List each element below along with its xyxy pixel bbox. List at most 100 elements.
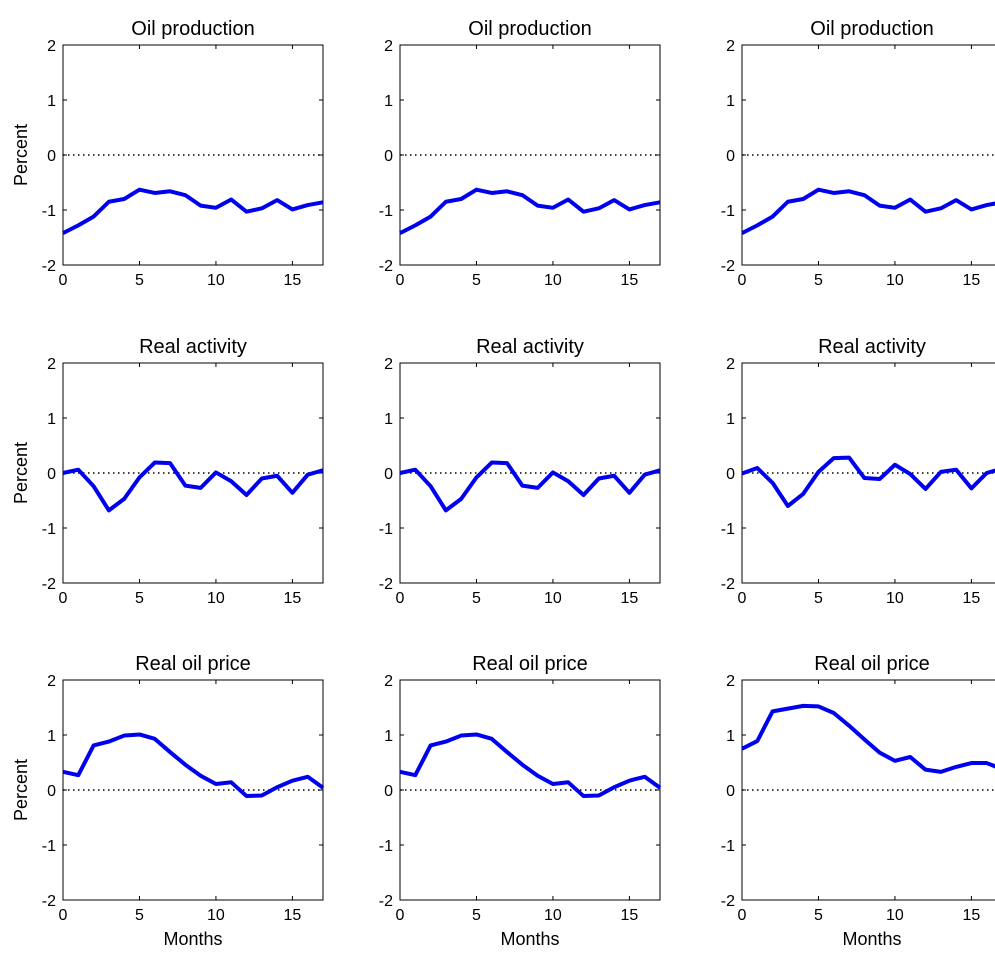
y-tick-label: 2 xyxy=(47,38,56,55)
y-tick-label: -2 xyxy=(379,576,393,593)
y-tick-label: 2 xyxy=(47,673,56,690)
panel-title: Real activity xyxy=(139,336,247,358)
panel-3-3: Real oil price -2 -1 0 1 2 0 5 10 15 Months xyxy=(721,653,995,949)
x-tick-label: 5 xyxy=(135,907,144,924)
y-tick-label: 1 xyxy=(726,411,735,428)
series-line xyxy=(399,732,662,799)
y-tick-label: -1 xyxy=(42,838,56,855)
y-tick-label: -1 xyxy=(721,521,735,538)
y-axis-label: Percent xyxy=(11,442,31,504)
y-axis-label: Percent xyxy=(11,124,31,186)
y-tick-label: -1 xyxy=(379,838,393,855)
x-tick-label: 5 xyxy=(135,272,144,289)
panel-1-1: Oil production -2 -1 0 1 2 0 5 10 15 Percent xyxy=(11,18,324,289)
x-tick-label: 0 xyxy=(738,590,747,607)
x-tick-label: 5 xyxy=(472,907,481,924)
y-tick-label: 1 xyxy=(384,411,393,428)
panel-title: Oil production xyxy=(810,18,933,40)
x-tick-label: 10 xyxy=(886,590,904,607)
x-tick-label: 10 xyxy=(886,272,904,289)
panel-title: Oil production xyxy=(131,18,254,40)
y-tick-label: -1 xyxy=(379,521,393,538)
y-tick-label: 2 xyxy=(726,356,735,373)
series-line xyxy=(62,460,324,513)
y-tick-label: 0 xyxy=(47,783,56,800)
panel-title: Real activity xyxy=(476,336,584,358)
x-tick-label: 15 xyxy=(963,907,981,924)
y-axis-label: Percent xyxy=(11,759,31,821)
panel-1-3: Oil production -2 -1 0 1 2 0 5 10 15 xyxy=(721,18,995,289)
panel-title: Real oil price xyxy=(472,653,588,675)
x-tick-label: 15 xyxy=(621,590,639,607)
y-tick-label: 2 xyxy=(726,38,735,55)
series-line xyxy=(62,732,325,799)
y-tick-label: 2 xyxy=(47,356,56,373)
y-tick-label: 1 xyxy=(47,728,56,745)
panel-3-2: Real oil price -2 -1 0 1 2 0 5 10 15 Months xyxy=(379,653,662,949)
x-tick-label: 0 xyxy=(59,272,68,289)
y-tick-label: -2 xyxy=(42,893,56,910)
series-line xyxy=(741,187,995,235)
x-tick-label: 10 xyxy=(207,907,225,924)
y-tick-label: -1 xyxy=(379,203,393,220)
x-axis-label: Months xyxy=(842,929,901,949)
x-tick-label: 0 xyxy=(396,272,405,289)
y-tick-label: 0 xyxy=(726,466,735,483)
y-tick-label: 1 xyxy=(726,93,735,110)
y-tick-label: 0 xyxy=(47,466,56,483)
x-tick-label: 15 xyxy=(963,590,981,607)
x-tick-label: 15 xyxy=(963,272,981,289)
y-tick-label: 1 xyxy=(47,93,56,110)
y-tick-label: -1 xyxy=(721,203,735,220)
y-tick-label: -2 xyxy=(379,258,393,275)
y-tick-label: 0 xyxy=(384,783,393,800)
x-tick-label: 15 xyxy=(284,907,302,924)
x-axis-label: Months xyxy=(500,929,559,949)
x-tick-label: 0 xyxy=(738,907,747,924)
x-tick-label: 0 xyxy=(59,590,68,607)
x-tick-label: 10 xyxy=(886,907,904,924)
x-tick-label: 10 xyxy=(207,272,225,289)
series-line xyxy=(741,455,995,508)
x-tick-label: 15 xyxy=(284,590,302,607)
x-tick-label: 5 xyxy=(472,590,481,607)
panel-title: Real activity xyxy=(818,336,926,358)
x-tick-label: 10 xyxy=(544,590,562,607)
y-tick-label: 1 xyxy=(384,93,393,110)
y-tick-label: 2 xyxy=(726,673,735,690)
x-tick-label: 0 xyxy=(738,272,747,289)
y-tick-label: -2 xyxy=(42,258,56,275)
panel-1-2: Oil production -2 -1 0 1 2 0 5 10 15 xyxy=(379,18,661,289)
panel-2-1: Real activity -2 -1 0 1 2 0 5 10 15 Percent xyxy=(11,336,324,607)
x-tick-label: 0 xyxy=(396,590,405,607)
x-tick-label: 0 xyxy=(396,907,405,924)
series-line xyxy=(399,460,661,513)
y-tick-label: -2 xyxy=(42,576,56,593)
x-tick-label: 10 xyxy=(544,272,562,289)
x-tick-label: 5 xyxy=(814,272,823,289)
panel-title: Real oil price xyxy=(814,653,930,675)
y-tick-label: 2 xyxy=(384,356,393,373)
y-tick-label: -2 xyxy=(721,893,735,910)
x-tick-label: 10 xyxy=(544,907,562,924)
series-line xyxy=(399,187,661,235)
y-tick-label: 0 xyxy=(726,783,735,800)
x-tick-label: 5 xyxy=(135,590,144,607)
x-tick-label: 5 xyxy=(814,907,823,924)
panel-2-3: Real activity -2 -1 0 1 2 0 5 10 15 xyxy=(721,336,995,607)
y-tick-label: 1 xyxy=(384,728,393,745)
series-line xyxy=(741,703,995,774)
x-tick-label: 10 xyxy=(207,590,225,607)
x-tick-label: 5 xyxy=(472,272,481,289)
x-tick-label: 15 xyxy=(621,272,639,289)
series-line xyxy=(62,187,324,235)
x-tick-label: 15 xyxy=(284,272,302,289)
panel-title: Real oil price xyxy=(135,653,251,675)
y-tick-label: 0 xyxy=(384,466,393,483)
y-tick-label: 0 xyxy=(726,148,735,165)
y-tick-label: 0 xyxy=(384,148,393,165)
y-tick-label: 2 xyxy=(384,38,393,55)
y-tick-label: -1 xyxy=(42,203,56,220)
y-tick-label: -2 xyxy=(379,893,393,910)
